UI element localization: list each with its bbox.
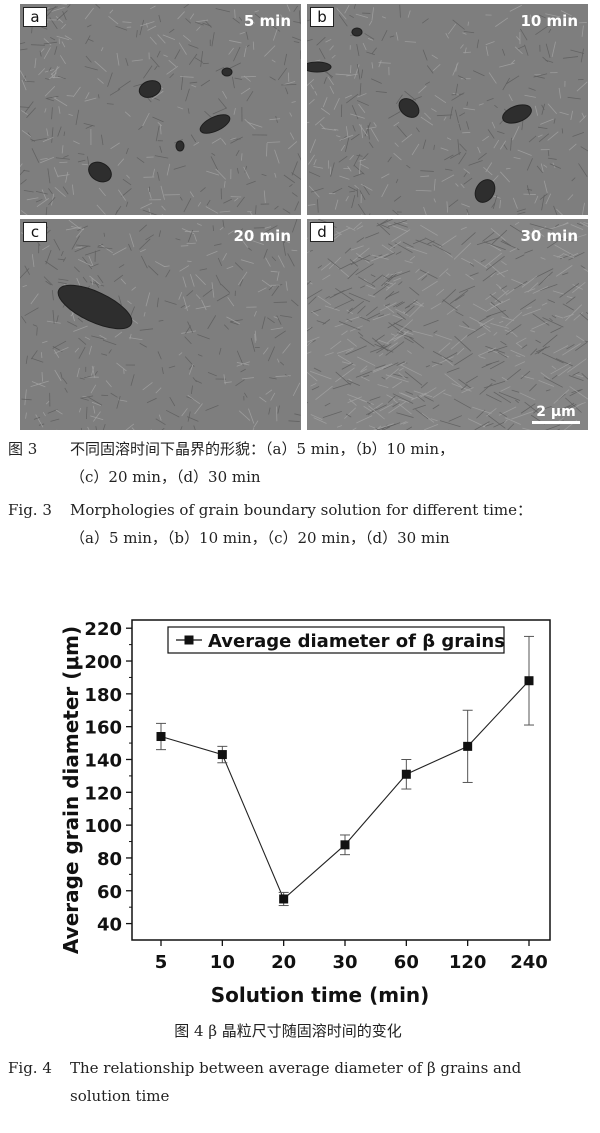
microstructure-needles (20, 4, 301, 215)
grain-boundary-phase (307, 27, 532, 203)
y-tick-label: 180 (84, 685, 122, 706)
x-axis-label: Solution time (min) (211, 983, 430, 1007)
figure-3-caption-cn: 图 3 不同固溶时间下晶界的形貌：（a）5 min，（b）10 min， （c）2… (8, 435, 596, 491)
micrograph-panel-c: c 20 min (20, 219, 301, 430)
x-tick-label: 240 (510, 952, 548, 973)
panel-time-b: 10 min (520, 12, 578, 30)
micrograph-panel-a: a 5 min (20, 4, 301, 215)
panel-time-d: 30 min (520, 227, 578, 245)
y-tick-label: 100 (84, 816, 122, 837)
x-tick-label: 60 (394, 952, 419, 973)
micrograph-texture-c (20, 219, 301, 430)
scale-bar-label: 2 μm (536, 404, 576, 420)
y-tick-label: 60 (97, 882, 122, 903)
legend: Average diameter of β grains (167, 626, 505, 654)
data-point (463, 741, 473, 751)
data-point (340, 840, 350, 850)
grain-diameter-chart: 40 60 80 100 120 140 160 180 200 220 5 10 20 30 60 120 2… (59, 619, 551, 1007)
y-axis-label: Average grain diameter (μm) (59, 626, 83, 954)
x-tick-label: 30 (332, 952, 357, 973)
figure-3-caption-cn-line1: 不同固溶时间下晶界的形貌：（a）5 min，（b）10 min， (70, 440, 455, 458)
y-tick-label: 200 (84, 652, 122, 673)
series-line (160, 680, 530, 900)
panel-label-d: d (310, 222, 334, 242)
panel-label-c: c (23, 222, 47, 242)
legend-marker (184, 635, 194, 645)
micrograph-panel-b: b 10 min (307, 4, 588, 215)
y-tick-label: 160 (84, 718, 122, 739)
figure-3-number-en: Fig. 3 (8, 501, 52, 519)
x-tick-label: 10 (210, 952, 235, 973)
figure-3-caption-en-line2: （a）5 min，（b）10 min，（c）20 min，（d）30 min (70, 529, 450, 547)
figure-3-micrographs: a 5 min b 10 min c 20 min d 30 min 2 μm (20, 4, 588, 430)
y-tick-label: 140 (84, 750, 122, 771)
grain-boundary-phase (88, 67, 233, 183)
y-tick-label: 80 (97, 849, 122, 870)
figure-4-caption-en: Fig. 4 The relationship between average d… (8, 1054, 596, 1110)
figure-3-caption-cn-line2: （c）20 min，（d）30 min (70, 468, 261, 486)
figure-3-caption-en-line1: Morphologies of grain boundary solution … (70, 501, 532, 519)
x-tick-label: 5 (155, 952, 168, 973)
x-tick-label: 120 (449, 952, 487, 973)
x-tick-label: 20 (271, 952, 296, 973)
data-point (279, 894, 289, 904)
figure-4-number-en: Fig. 4 (8, 1059, 52, 1077)
figure-4-caption-en-line1: The relationship between average diamete… (70, 1059, 522, 1077)
scale-bar-line (532, 421, 580, 424)
microstructure-needles (307, 219, 588, 430)
microstructure-needles (20, 219, 301, 430)
legend-box (167, 626, 505, 654)
panel-label-a: a (23, 7, 47, 27)
grain-boundary-phase (57, 284, 133, 330)
data-point (217, 750, 227, 760)
legend-label: Average diameter of β grains (208, 631, 505, 652)
figure-3-caption-en: Fig. 3 Morphologies of grain boundary sol… (8, 496, 596, 552)
data-point (524, 676, 534, 686)
data-point (401, 769, 411, 779)
y-tick-label: 40 (97, 915, 122, 936)
panel-label-b: b (310, 7, 334, 27)
micrograph-panel-d: d 30 min 2 μm (307, 219, 588, 430)
plot-layer: 40 60 80 100 120 140 160 180 200 220 5 10 20 30 60 120 2… (84, 619, 551, 973)
figure-3-number-cn: 图 3 (8, 440, 38, 458)
figure-4-caption-cn: 图 4 β 晶粒尺寸随固溶时间的变化 (174, 1022, 402, 1040)
scale-bar: 2 μm (532, 404, 580, 424)
plot-frame (131, 619, 551, 941)
micrograph-texture-d (307, 219, 588, 430)
data-point (156, 732, 166, 742)
figure-4-caption-en-line2: solution time (70, 1087, 170, 1105)
micrograph-texture-b (307, 4, 588, 215)
panel-time-a: 5 min (243, 12, 291, 30)
y-tick-label: 120 (84, 783, 122, 804)
panel-time-c: 20 min (233, 227, 291, 245)
micrograph-texture-a (20, 4, 301, 215)
y-tick-label: 220 (84, 619, 122, 640)
